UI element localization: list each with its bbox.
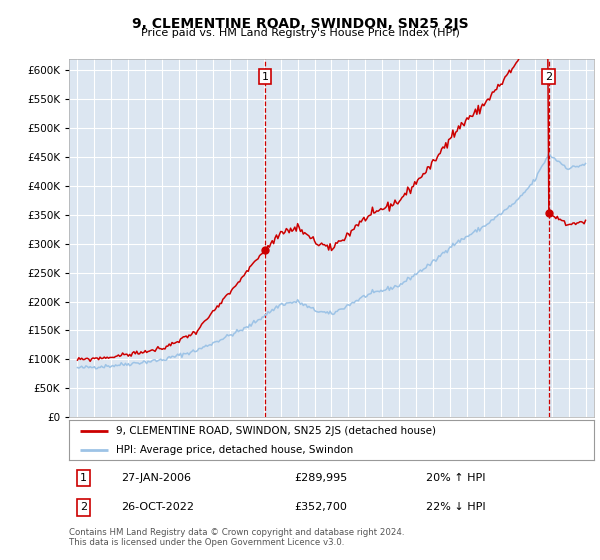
Text: 2000: 2000 [157, 424, 167, 448]
Text: 2014: 2014 [394, 424, 404, 448]
Text: Contains HM Land Registry data © Crown copyright and database right 2024.
This d: Contains HM Land Registry data © Crown c… [69, 528, 404, 548]
Text: £352,700: £352,700 [295, 502, 347, 512]
Text: 2016: 2016 [428, 424, 438, 448]
Text: 1998: 1998 [123, 424, 133, 448]
Text: 2023: 2023 [547, 424, 557, 449]
Text: 1996: 1996 [89, 424, 100, 448]
Text: 1: 1 [80, 473, 87, 483]
Text: 1: 1 [262, 72, 268, 82]
Text: 2013: 2013 [377, 424, 388, 448]
Text: 2003: 2003 [208, 424, 218, 448]
Text: 2005: 2005 [242, 424, 252, 449]
Text: Price paid vs. HM Land Registry's House Price Index (HPI): Price paid vs. HM Land Registry's House … [140, 28, 460, 38]
Text: 26-OCT-2022: 26-OCT-2022 [121, 502, 194, 512]
Text: 2017: 2017 [445, 424, 455, 449]
Text: 20% ↑ HPI: 20% ↑ HPI [426, 473, 485, 483]
Text: 2025: 2025 [581, 424, 590, 449]
Text: 2019: 2019 [479, 424, 489, 448]
Text: 9, CLEMENTINE ROAD, SWINDON, SN25 2JS (detached house): 9, CLEMENTINE ROAD, SWINDON, SN25 2JS (d… [116, 426, 436, 436]
Text: 2006: 2006 [259, 424, 269, 448]
Text: 2007: 2007 [275, 424, 286, 449]
Text: 2022: 2022 [530, 424, 540, 449]
Text: 2001: 2001 [174, 424, 184, 448]
Text: 2004: 2004 [225, 424, 235, 448]
Text: 2011: 2011 [343, 424, 353, 448]
Text: 2002: 2002 [191, 424, 201, 449]
Text: 27-JAN-2006: 27-JAN-2006 [121, 473, 191, 483]
Text: 2021: 2021 [513, 424, 523, 449]
Text: HPI: Average price, detached house, Swindon: HPI: Average price, detached house, Swin… [116, 445, 353, 455]
Text: £289,995: £289,995 [295, 473, 348, 483]
Text: 1999: 1999 [140, 424, 150, 448]
Text: 2012: 2012 [361, 424, 370, 449]
Text: 2: 2 [545, 72, 552, 82]
Text: 1997: 1997 [106, 424, 116, 448]
Text: 2018: 2018 [462, 424, 472, 448]
Text: 9, CLEMENTINE ROAD, SWINDON, SN25 2JS: 9, CLEMENTINE ROAD, SWINDON, SN25 2JS [131, 17, 469, 31]
Text: 2015: 2015 [411, 424, 421, 449]
Text: 2024: 2024 [563, 424, 574, 449]
Text: 22% ↓ HPI: 22% ↓ HPI [426, 502, 485, 512]
Text: 2020: 2020 [496, 424, 506, 449]
Text: 2: 2 [80, 502, 87, 512]
Text: 2010: 2010 [326, 424, 337, 448]
Text: 2008: 2008 [293, 424, 302, 448]
Text: 2009: 2009 [310, 424, 320, 448]
Text: 1995: 1995 [73, 424, 82, 448]
